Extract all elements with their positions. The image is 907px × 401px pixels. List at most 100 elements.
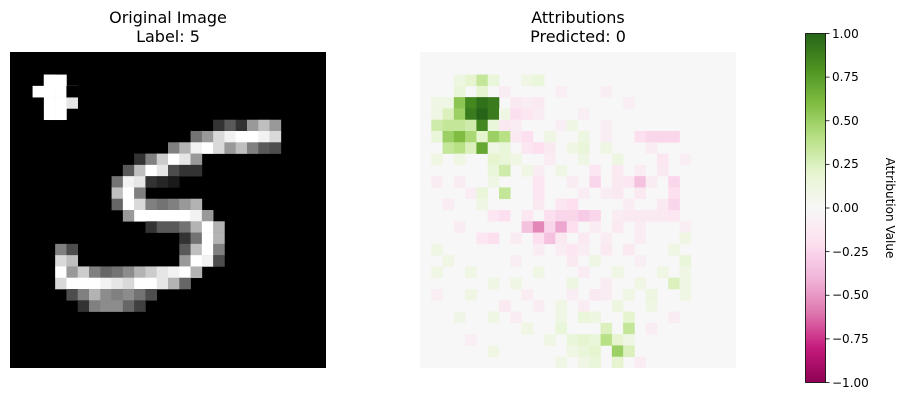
attribution-cell bbox=[499, 119, 511, 132]
attribution-cell bbox=[566, 176, 579, 188]
attribution-cell bbox=[499, 300, 511, 312]
original-image-pixel bbox=[190, 266, 203, 279]
attribution-cell bbox=[555, 119, 568, 132]
original-image-pixel bbox=[168, 142, 180, 154]
attributions-title-line2: Predicted: 0 bbox=[530, 27, 626, 46]
attribution-cell bbox=[668, 176, 680, 188]
attribution-cell bbox=[679, 255, 692, 267]
attribution-cell bbox=[487, 311, 500, 324]
attribution-cell bbox=[589, 176, 601, 188]
attributions-title: Attributions Predicted: 0 bbox=[420, 8, 736, 46]
attribution-cell bbox=[555, 322, 568, 335]
attribution-cell bbox=[634, 164, 647, 177]
attribution-cell bbox=[555, 164, 568, 177]
attribution-cell bbox=[465, 266, 477, 279]
original-image-pixel bbox=[269, 142, 282, 154]
attribution-cell bbox=[487, 131, 500, 143]
original-image-title: Original Image Label: 5 bbox=[10, 8, 326, 46]
attribution-cell bbox=[521, 74, 534, 87]
attribution-cell bbox=[431, 243, 443, 256]
original-image-pixel bbox=[122, 164, 135, 177]
attribution-cell bbox=[499, 210, 511, 222]
original-image-pixel bbox=[190, 131, 203, 143]
attribution-cell bbox=[510, 232, 522, 245]
attribution-cell bbox=[566, 243, 579, 256]
attribution-cell bbox=[623, 289, 635, 301]
attribution-cell bbox=[510, 119, 522, 132]
original-image-pixel bbox=[145, 221, 158, 233]
attribution-cell bbox=[623, 311, 635, 324]
original-image-pixel bbox=[156, 198, 169, 211]
attribution-cell bbox=[510, 153, 522, 166]
attribution-cell bbox=[589, 210, 601, 222]
original-image-pixel bbox=[145, 176, 158, 188]
attribution-cell bbox=[611, 187, 624, 200]
attribution-cell bbox=[431, 153, 443, 166]
attribution-cell bbox=[442, 119, 455, 132]
attribution-cell bbox=[645, 300, 658, 312]
original-image-title-line2: Label: 5 bbox=[136, 27, 200, 46]
attribution-cell bbox=[476, 131, 489, 143]
attribution-cell bbox=[623, 345, 635, 358]
attribution-cell bbox=[657, 198, 669, 211]
attribution-cell bbox=[645, 322, 658, 335]
original-image-pixel bbox=[122, 198, 135, 211]
original-image-pixel bbox=[89, 300, 101, 312]
attribution-cell bbox=[487, 74, 500, 87]
attribution-cell bbox=[634, 176, 647, 188]
attribution-cell bbox=[566, 210, 579, 222]
original-image-pixel bbox=[55, 108, 67, 121]
attribution-cell bbox=[521, 322, 534, 335]
attribution-cell bbox=[532, 74, 545, 87]
original-image-pixel bbox=[66, 266, 79, 279]
original-image-pixel bbox=[122, 266, 135, 279]
attribution-cell bbox=[668, 187, 680, 200]
attribution-cell bbox=[510, 277, 522, 290]
original-image-pixel bbox=[168, 210, 180, 222]
attribution-cell bbox=[499, 153, 511, 166]
attribution-cell bbox=[623, 210, 635, 222]
original-image-pixel bbox=[100, 277, 112, 290]
attribution-cell bbox=[521, 97, 534, 109]
attribution-cell bbox=[487, 119, 500, 132]
attribution-cell bbox=[487, 97, 500, 109]
attribution-cell bbox=[555, 85, 568, 98]
original-image-pixel bbox=[190, 210, 203, 222]
attribution-cell bbox=[668, 277, 680, 290]
attribution-cell bbox=[634, 210, 647, 222]
attribution-cell bbox=[442, 97, 455, 109]
attribution-cell bbox=[532, 266, 545, 279]
original-image-pixel bbox=[179, 243, 191, 256]
attribution-cell bbox=[453, 85, 466, 98]
original-image-pixel bbox=[235, 131, 248, 143]
attribution-cell bbox=[465, 187, 477, 200]
original-image-pixel bbox=[134, 164, 146, 177]
original-image-pixel bbox=[111, 289, 124, 301]
original-image-pixel bbox=[168, 153, 180, 166]
original-image-pixel bbox=[179, 255, 191, 267]
attribution-cell bbox=[555, 221, 568, 233]
attribution-cell bbox=[499, 187, 511, 200]
original-image-pixel bbox=[179, 164, 191, 177]
original-image-pixel bbox=[156, 277, 169, 290]
original-image-pixel bbox=[111, 176, 124, 188]
attribution-cell bbox=[623, 97, 635, 109]
attribution-cell bbox=[487, 164, 500, 177]
attribution-cell bbox=[431, 289, 443, 301]
attribution-cell bbox=[634, 277, 647, 290]
attribution-cell bbox=[611, 153, 624, 166]
attribution-cell bbox=[589, 356, 601, 368]
original-image-pixel bbox=[77, 266, 90, 279]
original-image-pixel bbox=[134, 210, 146, 222]
original-image-pixel bbox=[213, 232, 225, 245]
original-image-pixel bbox=[134, 176, 146, 188]
original-image-pixel bbox=[145, 277, 158, 290]
original-image-pixel bbox=[134, 198, 146, 211]
attribution-cell bbox=[521, 289, 534, 301]
attribution-cell bbox=[465, 108, 477, 121]
attribution-cell bbox=[623, 334, 635, 346]
attribution-cell bbox=[499, 142, 511, 154]
original-image-pixel bbox=[145, 153, 158, 166]
original-image-pixel bbox=[168, 266, 180, 279]
attribution-cell bbox=[623, 322, 635, 335]
